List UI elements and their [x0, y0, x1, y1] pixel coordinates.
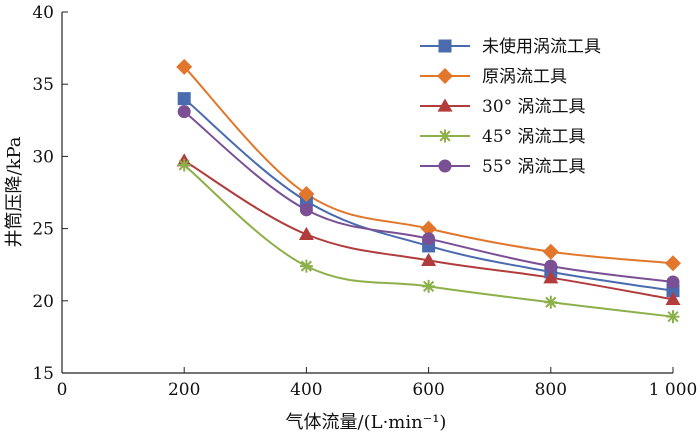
- legend-marker: [438, 159, 452, 173]
- x-axis-ticks: 0 200 400 600 800 1 000: [57, 367, 698, 400]
- data-point-series-4: [422, 279, 436, 293]
- data-point-series-4: [177, 158, 191, 172]
- data-point-series-2: [420, 220, 437, 237]
- legend-label: 30° 涡流工具: [482, 97, 586, 117]
- legend-marker: [438, 129, 452, 143]
- legend-item: 55° 涡流工具: [420, 157, 586, 177]
- data-point-series-5: [422, 232, 436, 246]
- axes: [61, 12, 673, 374]
- x-tick-label: 0: [57, 380, 68, 400]
- data-point-series-5: [177, 105, 191, 119]
- y-tick-label: 30: [32, 147, 54, 167]
- x-tick-label: 200: [168, 380, 200, 400]
- legend-marker: [437, 98, 453, 112]
- y-axis-title: 井筒压降/kPa: [4, 136, 25, 247]
- asterisk-stroke: [545, 296, 557, 308]
- data-point-series-4: [299, 259, 313, 273]
- y-tick-label: 40: [32, 3, 54, 23]
- y-tick-label: 15: [32, 364, 54, 384]
- x-tick-label: 800: [535, 380, 567, 400]
- legend-item: 30° 涡流工具: [420, 97, 586, 117]
- legend-marker: [438, 39, 452, 53]
- asterisk-stroke: [423, 280, 435, 292]
- y-axis-ticks: 15 20 25 30 35 40: [32, 3, 68, 384]
- legend-label: 55° 涡流工具: [482, 157, 586, 177]
- asterisk-stroke: [300, 260, 312, 272]
- data-point-series-1: [177, 92, 191, 106]
- asterisk-stroke: [439, 130, 451, 142]
- legend-label: 未使用涡流工具: [482, 36, 601, 57]
- data-point-series-4: [544, 295, 558, 309]
- data-point-series-3: [543, 270, 559, 284]
- legend-label: 45° 涡流工具: [482, 127, 586, 147]
- data-point-series-5: [299, 203, 313, 217]
- legend-item: 45° 涡流工具: [420, 127, 586, 147]
- series-markers: [176, 58, 681, 324]
- y-tick-label: 35: [32, 75, 54, 95]
- x-axis-title: 气体流量/(L·min⁻¹): [286, 412, 447, 433]
- y-tick-label: 25: [32, 220, 54, 240]
- legend-marker: [437, 68, 453, 84]
- data-point-series-2: [298, 185, 315, 202]
- data-point-series-3: [421, 252, 437, 266]
- x-tick-label: 400: [290, 380, 322, 400]
- data-point-series-5: [544, 259, 558, 273]
- data-point-series-5: [666, 275, 680, 289]
- y-tick-label: 20: [32, 292, 54, 312]
- data-point-series-2: [176, 58, 193, 75]
- data-point-series-2: [542, 243, 559, 260]
- asterisk-stroke: [178, 159, 190, 171]
- legend-item: 原涡流工具: [420, 67, 567, 87]
- legend-item: 未使用涡流工具: [420, 36, 601, 57]
- x-tick-label: 1 000: [649, 380, 698, 400]
- data-point-series-3: [298, 226, 314, 241]
- data-point-series-2: [665, 255, 681, 272]
- data-point-series-3: [665, 291, 681, 305]
- legend-label: 原涡流工具: [482, 67, 567, 87]
- asterisk-stroke: [667, 311, 679, 323]
- x-tick-label: 600: [412, 380, 444, 400]
- series-lines: [183, 66, 674, 318]
- data-point-series-4: [666, 310, 680, 324]
